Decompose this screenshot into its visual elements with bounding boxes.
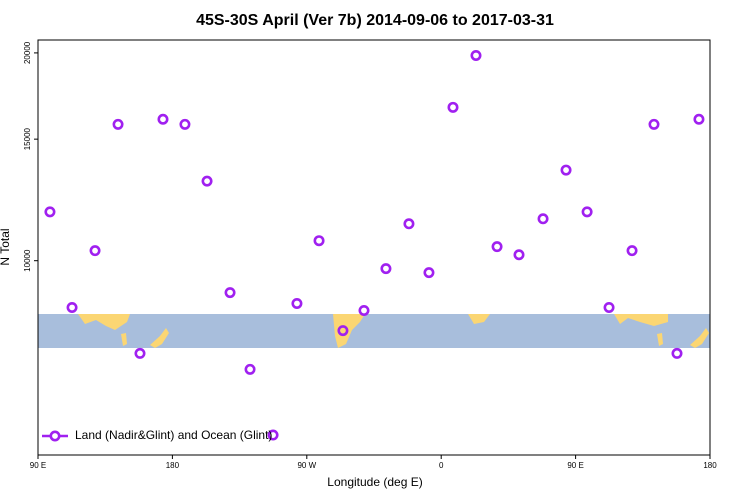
point — [513, 249, 525, 261]
y-tick-label: 20000 — [23, 41, 32, 64]
point — [157, 113, 169, 125]
point — [447, 101, 459, 113]
point — [112, 118, 124, 130]
land — [657, 333, 663, 346]
point — [403, 218, 415, 230]
point — [201, 175, 213, 187]
point — [358, 304, 370, 316]
x-tick-label: 90 E — [567, 461, 583, 470]
point — [267, 429, 279, 441]
land — [333, 314, 365, 348]
point — [66, 301, 78, 313]
map-band — [38, 314, 710, 348]
point — [491, 241, 503, 253]
x-tick-label: 90 W — [297, 461, 316, 470]
land — [614, 314, 668, 326]
land — [690, 328, 709, 348]
plot-frame — [37, 39, 711, 456]
point — [89, 245, 101, 257]
point — [44, 206, 56, 218]
point — [291, 297, 303, 309]
chart-title: 45S-30S April (Ver 7b) 2014-09-06 to 201… — [196, 12, 554, 29]
y-tick-label: 10000 — [23, 249, 32, 272]
point — [337, 325, 349, 337]
point — [693, 113, 705, 125]
point — [313, 235, 325, 247]
x-axis-label: Longitude (deg E) — [327, 475, 422, 489]
legend-label: Land (Nadir&Glint) and Ocean (Glint) — [75, 428, 272, 442]
point — [244, 363, 256, 375]
point — [560, 164, 572, 176]
point — [224, 287, 236, 299]
x-tick-label: 90 E — [30, 461, 46, 470]
ocean — [38, 314, 710, 348]
point — [537, 213, 549, 225]
legend-swatch — [49, 430, 61, 442]
land — [121, 333, 127, 346]
point — [648, 118, 660, 130]
land — [468, 314, 490, 324]
point — [470, 49, 482, 61]
point — [380, 263, 392, 275]
land — [78, 314, 130, 330]
y-tick-label: 15000 — [23, 127, 32, 150]
point — [423, 267, 435, 279]
land — [150, 328, 169, 348]
x-tick-label: 180 — [703, 461, 717, 470]
x-tick-label: 0 — [439, 461, 444, 470]
point — [179, 118, 191, 130]
point — [626, 245, 638, 257]
x-tick-label: 180 — [166, 461, 180, 470]
point — [671, 347, 683, 359]
point — [134, 347, 146, 359]
y-axis-label: N Total — [0, 228, 12, 265]
point — [603, 301, 615, 313]
point — [581, 206, 593, 218]
